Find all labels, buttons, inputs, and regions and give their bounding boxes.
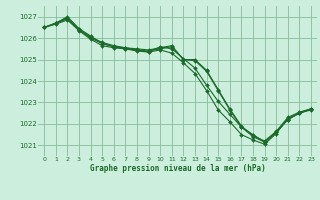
X-axis label: Graphe pression niveau de la mer (hPa): Graphe pression niveau de la mer (hPa) — [90, 164, 266, 173]
